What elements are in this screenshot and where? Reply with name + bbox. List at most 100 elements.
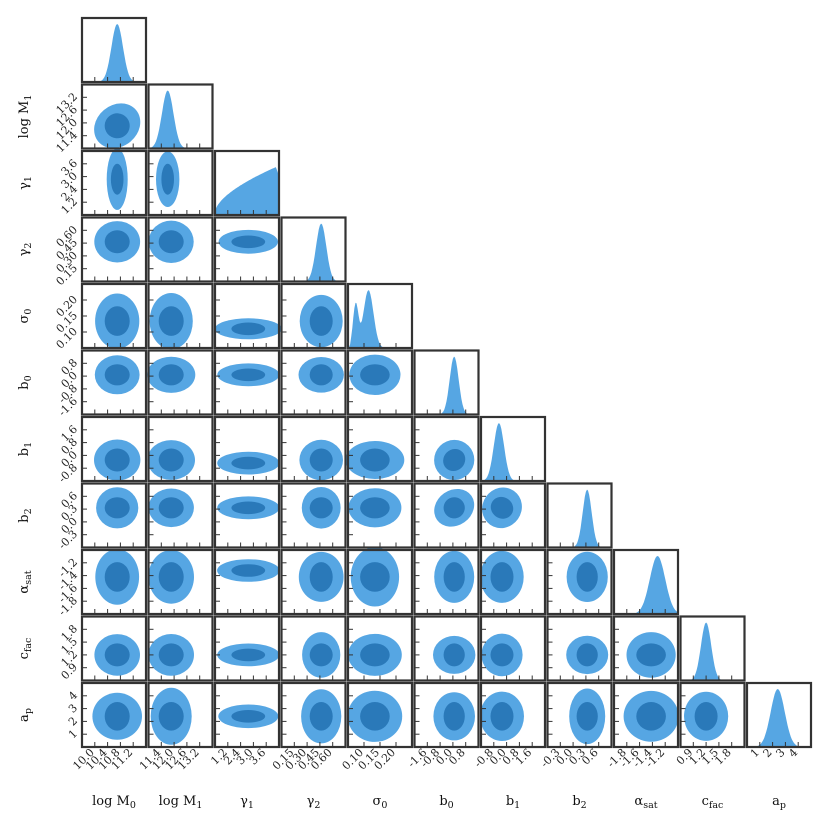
y-axis-label-gamma2: γ2: [17, 243, 34, 257]
panel-frame-a_p-b0: [413, 681, 480, 749]
panel-frame-a_p-b2: [546, 681, 613, 749]
contour-gamma2-vs-logM1: [148, 220, 194, 263]
contour-68: [490, 702, 514, 731]
contour-alpha_sat-vs-logM1: [148, 550, 194, 604]
contour-68: [158, 364, 184, 386]
contour-a_p-vs-b2: [569, 688, 606, 745]
panel-frame-c_fac-c_fac: [679, 615, 746, 682]
contour-68: [104, 497, 130, 519]
contour-68: [360, 497, 390, 519]
panel-frame-logM0-logM0: [80, 16, 148, 84]
contour-c_fac-vs-b1: [481, 633, 523, 677]
x-tick-label: 1.6: [513, 746, 535, 768]
contour-alpha_sat-vs-sigma0: [350, 547, 400, 607]
contour-68: [443, 448, 466, 472]
contour-68: [158, 306, 184, 336]
contour-68: [231, 235, 266, 249]
x-tick-label: 0.6: [579, 746, 601, 768]
contour-68: [309, 643, 333, 667]
x-tick-label: 1.8: [712, 746, 734, 768]
panel-frame-a_p-logM1: [147, 681, 214, 749]
panel-frame-alpha_sat-gamma2: [280, 548, 347, 616]
contour-alpha_sat-vs-gamma1: [217, 559, 280, 582]
contour-a_p-vs-b1: [480, 691, 524, 741]
contour-68: [104, 448, 130, 472]
x-axis-label-gamma2: γ2: [307, 794, 321, 811]
panel-frame-b2-logM0: [80, 482, 148, 549]
contour-68: [309, 497, 333, 519]
panel-frame-logM1-logM1: [147, 83, 214, 150]
panel-frame-c_fac-gamma1: [213, 615, 281, 682]
contour-logM1-vs-logM0: [94, 103, 141, 149]
panel-frame-alpha_sat-alpha_sat: [612, 548, 680, 616]
contour-b1-vs-gamma1: [217, 451, 280, 475]
contour-b0-vs-sigma0: [349, 354, 401, 395]
panel-frame-b0-b0: [413, 349, 480, 416]
contour-b2-vs-gamma1: [217, 496, 280, 520]
panel-frame-b1-gamma1: [213, 415, 281, 483]
y-axis-label-b0: b0: [17, 375, 34, 389]
contour-68: [309, 702, 333, 731]
contour-68: [110, 163, 124, 195]
contour-68: [443, 643, 465, 667]
marginal-logM1: [148, 90, 213, 149]
corner-panels: 10.010.410.811.2 11.412.012.613.2 1.22.43.…: [17, 16, 813, 811]
contour-sigma0-vs-gamma2: [299, 294, 343, 348]
panel-frame-c_fac-gamma2: [280, 615, 347, 682]
y-axis-label-b1: b1: [17, 442, 34, 456]
contour-a_p-vs-c_fac: [684, 691, 729, 741]
contour-b1-vs-logM1: [147, 440, 195, 480]
contour-c_fac-vs-gamma1: [217, 643, 280, 667]
x-axis-label-gamma1: γ1: [240, 794, 254, 811]
contour-68: [158, 497, 184, 519]
x-axis-label-b1: b1: [506, 794, 520, 811]
contour-68: [576, 702, 598, 731]
contour-68: [104, 364, 130, 386]
panel-frame-gamma2-logM1: [147, 216, 214, 283]
contour-68: [104, 562, 130, 592]
contour-c_fac-vs-alpha_sat: [626, 632, 676, 678]
y-tick-label: 0.6: [59, 489, 81, 511]
contour-sigma0-vs-logM1: [149, 293, 193, 350]
y-tick-label: 3.6: [59, 157, 81, 179]
contour-68: [636, 702, 666, 731]
contour-a_p-vs-b0: [433, 692, 476, 741]
contour-alpha_sat-vs-b2: [566, 551, 608, 603]
marginal-c_fac: [680, 622, 745, 681]
panel-frame-b1-b1: [479, 415, 547, 483]
y-tick-label: 0.8: [59, 356, 81, 378]
contour-68: [161, 163, 174, 195]
contour-b0-vs-gamma1: [217, 363, 280, 387]
contour-68: [360, 448, 390, 472]
contour-a_p-vs-gamma1: [218, 704, 279, 729]
panel-frame-b2-b0: [413, 482, 480, 549]
panel-frame-b0-gamma1: [213, 349, 281, 416]
marginal-a_p: [747, 689, 811, 747]
marginal-b2: [547, 489, 612, 548]
panel-frame-gamma1-gamma1: [213, 149, 281, 217]
panel-frame-a_p-logM0: [80, 681, 148, 749]
y-tick-label: 1: [66, 727, 80, 741]
contour-a_p-vs-logM0: [92, 692, 142, 740]
contour-68: [443, 562, 465, 592]
contour-alpha_sat-vs-logM0: [95, 549, 140, 605]
panel-frame-b2-gamma1: [213, 482, 281, 549]
contour-68: [490, 496, 514, 519]
contour-68: [158, 643, 184, 667]
contour-68: [309, 306, 333, 336]
contour-c_fac-vs-logM1: [148, 634, 194, 676]
contour-b0-vs-logM0: [94, 355, 140, 395]
contour-68: [309, 562, 333, 592]
panel-frame-b1-gamma2: [280, 415, 347, 483]
marginal-gamma1: [215, 167, 279, 215]
contour-68: [490, 562, 514, 592]
x-axis-label-sigma0: σ0: [373, 794, 388, 811]
contour-c_fac-vs-gamma2: [302, 632, 341, 678]
contour-68: [490, 643, 514, 667]
contour-c_fac-vs-logM0: [94, 634, 140, 676]
panel-frame-b2-logM1: [147, 482, 214, 549]
panel-frame-gamma2-logM0: [80, 216, 148, 283]
panel-frame-b2-b1: [479, 482, 547, 549]
contour-68: [158, 562, 184, 592]
contour-68: [158, 448, 184, 472]
